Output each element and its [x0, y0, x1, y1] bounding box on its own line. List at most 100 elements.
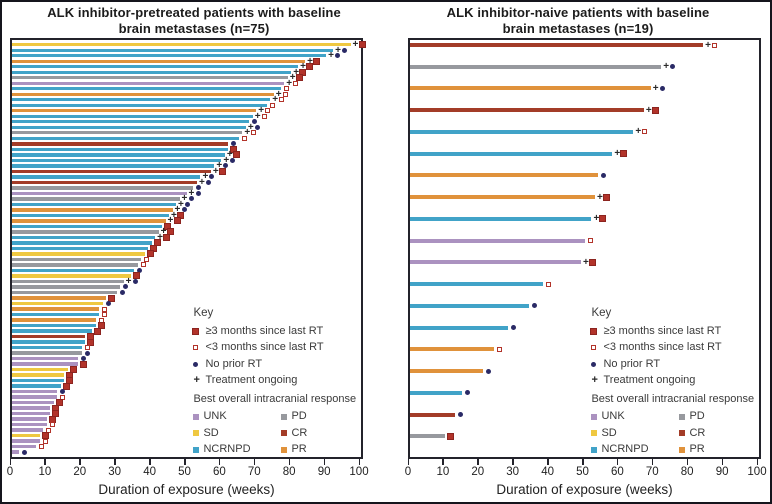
circle-glyph-icon	[193, 361, 199, 367]
legend-key-item-label: <3 months since last RT	[205, 341, 324, 353]
swimmer-bar	[12, 400, 54, 405]
axis-tick	[756, 459, 758, 465]
swimmer-bar	[12, 257, 142, 262]
swimmer-bar	[410, 238, 585, 243]
treatment-ongoing-plus-icon: +	[193, 374, 200, 386]
axis-tick-label: 60	[212, 466, 226, 478]
axis-tick	[651, 459, 654, 465]
swimmer-bar	[12, 131, 243, 135]
swimmer-bar	[410, 303, 529, 308]
treatment-ongoing-plus-icon: +	[328, 50, 334, 62]
axis-tick	[218, 459, 221, 465]
axis-tick-label: 50	[178, 466, 191, 478]
rt-lt3-months-marker-icon	[282, 91, 288, 97]
legend-response-label: PR	[689, 443, 705, 455]
no-prior-rt-marker-icon	[209, 174, 215, 180]
no-prior-rt-marker-icon	[601, 172, 607, 178]
rt-ge3-months-marker-icon	[620, 150, 628, 158]
rt-ge3-months-marker-icon	[218, 167, 226, 175]
treatment-ongoing-plus-icon: +	[591, 374, 598, 386]
axis-tick-label: 90	[715, 466, 729, 478]
treatment-ongoing-plus-icon: +	[258, 105, 265, 117]
treatment-ongoing-plus-icon: +	[596, 191, 603, 203]
swimmer-bar	[12, 351, 82, 355]
swimmer-bar	[12, 125, 246, 129]
rt-lt3-months-marker-icon	[140, 262, 146, 268]
no-prior-rt-marker-icon	[185, 201, 191, 207]
swimmer-bar	[410, 434, 445, 439]
rt-lt3-months-marker-icon	[251, 130, 257, 136]
axis-tick	[253, 459, 256, 465]
swimmer-bar	[12, 329, 93, 333]
rt-ge3-months-marker-icon	[62, 382, 70, 390]
x-axis-pretreated: 0 10 20 30 40 50 60 70 80 90 100	[7, 459, 369, 483]
axis-tick-label: 0	[6, 466, 14, 478]
swimmer-bar	[12, 417, 47, 421]
treatment-ongoing-plus-icon: +	[223, 154, 230, 166]
swimmer-bar	[12, 147, 229, 152]
legend-response-label: SD	[203, 426, 219, 439]
rt-lt3-months-marker-icon	[283, 86, 289, 92]
treatment-ongoing-plus-icon: +	[286, 77, 293, 89]
swimmer-bar	[12, 202, 177, 207]
treatment-ongoing-plus-icon: +	[157, 231, 163, 243]
rt-ge3-months-marker-icon	[69, 366, 77, 374]
title-line-2: brain metastases (n=19)	[502, 21, 654, 37]
no-prior-rt-marker-icon	[21, 449, 27, 455]
no-prior-rt-marker-icon	[465, 390, 471, 396]
swimmer-bar	[12, 98, 271, 102]
swimmer-bar	[12, 428, 44, 432]
axis-tick	[582, 459, 584, 465]
rt-ge3-months-marker-icon	[295, 74, 303, 82]
swimmer-bar	[12, 356, 79, 361]
rt-lt3-months-marker-icon	[642, 129, 648, 135]
rt-ge3-months-marker-icon	[177, 211, 185, 219]
rt-ge3-months-marker-icon	[232, 151, 240, 159]
swimmer-bar	[410, 43, 704, 47]
swimmer-bar	[12, 296, 107, 300]
rt-ge3-months-marker-icon	[94, 327, 102, 335]
swimmer-bar	[12, 439, 40, 443]
swimmer-bar	[12, 334, 86, 339]
no-prior-rt-marker-icon	[188, 196, 194, 202]
rt-lt3-months-marker-icon	[496, 346, 502, 352]
legend-response-label: UNK	[203, 410, 227, 422]
no-prior-rt-marker-icon	[132, 278, 138, 284]
rt-ge3-months-marker-icon	[590, 327, 603, 335]
swimmer-bar	[12, 219, 166, 223]
treatment-ongoing-plus-icon: +	[226, 149, 233, 161]
legend-response-item: CR	[679, 427, 749, 439]
swimmer-bar	[12, 175, 201, 179]
legend-response-item: PD	[281, 411, 351, 422]
swimmer-bar	[12, 169, 211, 174]
treatment-ongoing-plus-icon: +	[198, 176, 205, 188]
rt-ge3-months-marker-icon	[97, 322, 105, 330]
sq-filled-glyph-icon	[192, 327, 200, 335]
no-prior-rt-marker-icon	[342, 47, 348, 53]
treatment-ongoing-plus-icon: +	[216, 160, 223, 172]
treatment-ongoing-plus-icon: +	[178, 198, 184, 210]
swimmer-bar	[12, 406, 51, 410]
axis-tick-label: 20	[471, 466, 485, 478]
swimmer-bar	[12, 301, 103, 306]
rt-lt3-months-marker-icon	[49, 422, 55, 428]
no-prior-rt-marker-icon	[670, 64, 676, 70]
swimmer-bar	[410, 260, 581, 265]
swimmer-bar	[12, 252, 145, 256]
swimmer-bar	[12, 109, 257, 113]
rt-lt3-months-marker-icon	[102, 306, 108, 312]
legend: Key ≥3 months since last RT <3 months sinc…	[590, 307, 757, 455]
swimmer-bar	[12, 197, 180, 201]
axis-tick-label: 80	[282, 466, 296, 478]
axis-tick	[442, 459, 444, 465]
swimmer-bar	[12, 186, 194, 190]
swimmer-bar	[12, 92, 274, 96]
legend: Key ≥3 months since last RT <3 months sinc…	[192, 307, 359, 455]
rt-lt3-months-marker-icon	[193, 345, 205, 350]
rt-ge3-months-marker-icon	[87, 338, 95, 346]
treatment-ongoing-plus-icon: +	[275, 88, 282, 100]
rt-ge3-months-marker-icon	[108, 294, 116, 302]
treatment-ongoing-plus-icon: +	[125, 275, 132, 287]
rt-ge3-months-marker-icon	[41, 432, 49, 440]
